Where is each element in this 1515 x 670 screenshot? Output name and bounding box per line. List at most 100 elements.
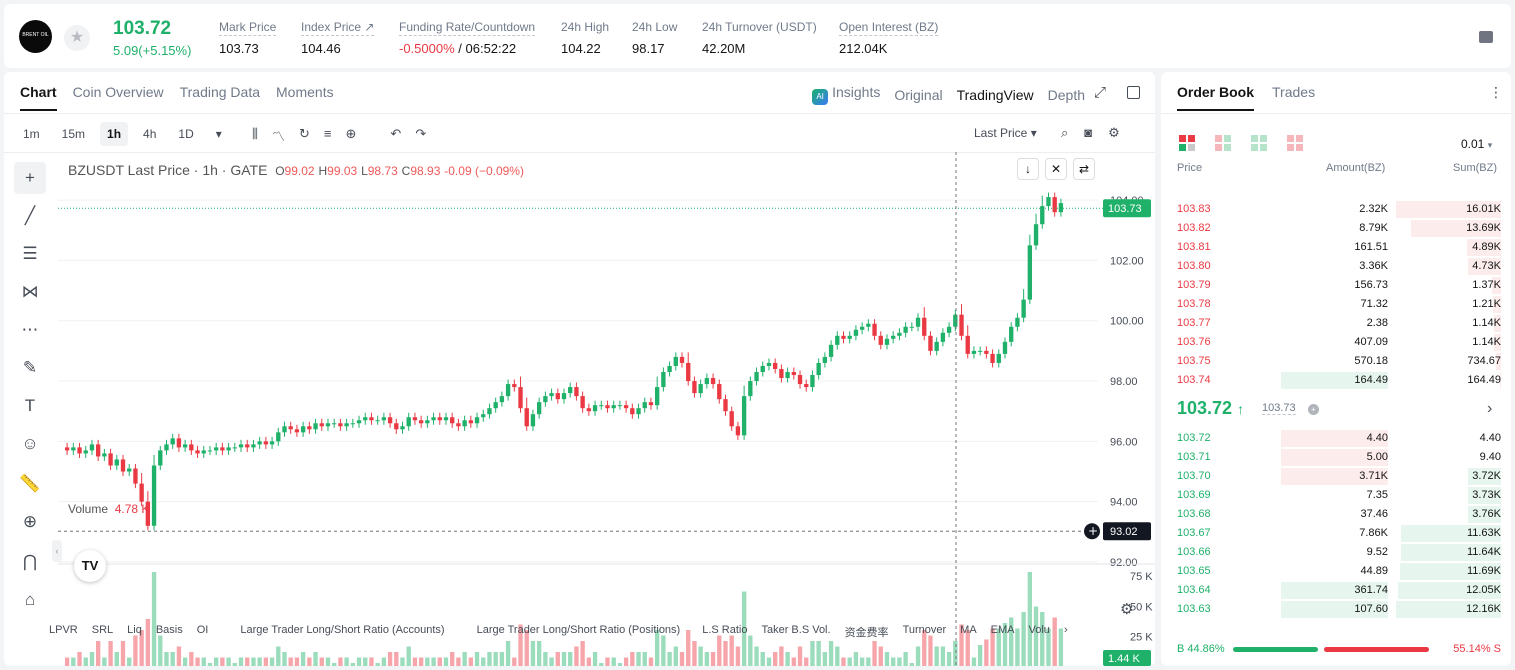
ask-row[interactable]: 103.77 2.38 1.14K	[1177, 314, 1501, 333]
collapse-handle[interactable]: ‹	[52, 540, 62, 562]
stat-index-price[interactable]: Index Price ↗ 104.46	[301, 18, 375, 56]
indicator-turnover[interactable]: Turnover	[902, 624, 947, 636]
settings-icon[interactable]: ⚙	[1120, 601, 1134, 618]
ask-row[interactable]: 103.83 2.32K 16.01K	[1177, 200, 1501, 219]
list-icon[interactable]: ≡	[323, 126, 332, 141]
gear-icon[interactable]: ⚙	[1108, 125, 1120, 140]
camera-icon[interactable]: ◙	[1084, 125, 1093, 140]
candle-type-icon[interactable]: ⫼	[252, 126, 258, 141]
refresh-icon[interactable]: ↻	[299, 126, 310, 141]
undo-icon[interactable]: ↶	[390, 126, 402, 141]
bid-row[interactable]: 103.63 107.60 12.16K	[1177, 600, 1501, 619]
ask-row[interactable]: 103.80 3.36K 4.73K	[1177, 257, 1501, 276]
indicator-lpvr[interactable]: LPVR	[49, 624, 78, 636]
zoom-icon[interactable]: ⊕	[22, 512, 38, 531]
trendline-icon[interactable]: ╱	[24, 206, 36, 225]
text-icon[interactable]: T	[24, 396, 36, 415]
bid-row[interactable]: 103.71 5.00 9.40	[1177, 448, 1501, 467]
stat-funding-rate[interactable]: Funding Rate/Countdown -0.5000% / 06:52:…	[399, 18, 536, 56]
crosshair-icon[interactable]: +	[14, 162, 46, 194]
search-icon[interactable]: ⌕	[1061, 125, 1069, 140]
indicator-funding-rate[interactable]: 资金费率	[844, 627, 889, 639]
timeframe-15m[interactable]: 15m	[61, 127, 86, 141]
bid-row[interactable]: 103.68 37.46 3.76K	[1177, 505, 1501, 524]
indicator-liq[interactable]: Liq	[127, 624, 142, 636]
tab-tradingview[interactable]: TradingView	[956, 86, 1034, 103]
tab-trades[interactable]: Trades	[1272, 84, 1316, 100]
add-indicator-icon[interactable]: ⊕	[345, 126, 357, 141]
price-chart[interactable]: 104.00102.00100.0098.0096.0094.0092.0075…	[58, 152, 1155, 666]
bid-row[interactable]: 103.69 7.35 3.73K	[1177, 486, 1501, 505]
volume-bar	[754, 646, 759, 666]
redo-icon[interactable]: ↷	[415, 126, 427, 141]
indicator-large-trader-accounts[interactable]: Large Trader Long/Short Ratio (Accounts)	[240, 624, 445, 636]
chevron-down-icon[interactable]: ▾	[215, 127, 222, 141]
more-icon[interactable]: ⋮	[1489, 84, 1503, 100]
tab-original[interactable]: Original	[894, 86, 943, 103]
chart-legend: BZUSDT Last Price · 1h · GATE O99.02 H99…	[68, 162, 524, 178]
bid-row[interactable]: 103.67 7.86K 11.63K	[1177, 524, 1501, 543]
fib-icon[interactable]: ⋯	[21, 320, 39, 339]
stat-mark-price[interactable]: Mark Price 103.73	[219, 18, 277, 56]
book-icon[interactable]	[1479, 31, 1493, 43]
arrow-down-icon[interactable]: ↓	[1017, 158, 1039, 180]
timeframe-1m[interactable]: 1m	[23, 127, 40, 141]
ask-row[interactable]: 103.82 8.79K 13.69K	[1177, 219, 1501, 238]
horizontal-lines-icon[interactable]: ☰	[22, 244, 38, 263]
tab-order-book[interactable]: Order Book	[1177, 84, 1255, 111]
swap-icon[interactable]: ⇄	[1073, 158, 1095, 180]
timeframe-1h[interactable]: 1h	[100, 122, 129, 146]
layout-both-icon[interactable]	[1179, 135, 1195, 151]
magnet-icon[interactable]: ⋂	[23, 552, 37, 571]
chevron-right-icon[interactable]: ›	[1487, 400, 1493, 417]
indicator-basis[interactable]: Basis	[155, 624, 183, 636]
tab-moments[interactable]: Moments	[276, 84, 334, 100]
expand-icon[interactable]: ⤢	[1094, 84, 1107, 101]
collapse-icon[interactable]: ✕	[1045, 158, 1067, 180]
indicator-volume[interactable]: Volu	[1028, 624, 1050, 636]
indicator-oi[interactable]: OI	[196, 624, 209, 636]
chevron-right-icon[interactable]: ›	[1063, 624, 1068, 636]
row-sum: 1.37K	[1472, 279, 1501, 291]
indicator-large-trader-positions[interactable]: Large Trader Long/Short Ratio (Positions…	[476, 624, 681, 636]
tab-depth[interactable]: Depth	[1047, 86, 1085, 103]
fullscreen-icon[interactable]	[1127, 86, 1140, 99]
ask-row[interactable]: 103.76 407.09 1.14K	[1177, 333, 1501, 352]
indicators-icon[interactable]: 〽	[271, 129, 285, 144]
tab-coin-overview[interactable]: Coin Overview	[72, 84, 164, 100]
layout-split-icon[interactable]	[1215, 135, 1231, 151]
brush-icon[interactable]: ✎	[22, 358, 38, 377]
layout-asks-icon[interactable]	[1287, 135, 1303, 151]
favorite-star-icon[interactable]: ★	[64, 25, 90, 51]
stat-open-interest[interactable]: Open Interest (BZ) 212.04K	[839, 18, 939, 56]
bid-row[interactable]: 103.72 4.40 4.40	[1177, 429, 1501, 448]
indicator-ema[interactable]: EMA	[990, 624, 1015, 636]
ask-row[interactable]: 103.75 570.18 734.67	[1177, 352, 1501, 371]
timeframe-1d[interactable]: 1D	[178, 127, 194, 141]
ruler-icon[interactable]: 📏	[19, 474, 41, 493]
ask-row[interactable]: 103.78 71.32 1.21K	[1177, 295, 1501, 314]
ask-row[interactable]: 103.79 156.73 1.37K	[1177, 276, 1501, 295]
tab-insights[interactable]: AI Insights	[812, 84, 880, 105]
price-type-select[interactable]: Last Price ▾	[974, 126, 1037, 140]
indicator-ma[interactable]: MA	[960, 624, 977, 636]
tab-trading-data[interactable]: Trading Data	[179, 84, 261, 100]
bid-row[interactable]: 103.64 361.74 12.05K	[1177, 581, 1501, 600]
ask-row[interactable]: 103.74 164.49 164.49	[1177, 371, 1501, 390]
indicator-srl[interactable]: SRL	[91, 624, 114, 636]
indicator-taker-vol[interactable]: Taker B.S Vol.	[761, 624, 831, 636]
ask-row[interactable]: 103.81 161.51 4.89K	[1177, 238, 1501, 257]
lock-icon[interactable]: ⌂	[24, 590, 36, 609]
indicator-ls-ratio[interactable]: L.S Ratio	[702, 624, 748, 636]
mark-price-mini[interactable]: 103.73	[1262, 402, 1296, 415]
precision-select[interactable]: 0.01 ▾	[1461, 137, 1492, 151]
tab-chart[interactable]: Chart	[20, 84, 57, 111]
bid-row[interactable]: 103.66 9.52 11.64K	[1177, 543, 1501, 562]
bid-row[interactable]: 103.65 44.89 11.69K	[1177, 562, 1501, 581]
emoji-icon[interactable]: ☺	[21, 434, 39, 453]
timeframe-4h[interactable]: 4h	[143, 127, 157, 141]
bid-row[interactable]: 103.70 3.71K 3.72K	[1177, 467, 1501, 486]
pattern-icon[interactable]: ⋈	[21, 282, 39, 301]
layout-bids-icon[interactable]	[1251, 135, 1267, 151]
tradingview-logo[interactable]: TV	[74, 550, 106, 582]
